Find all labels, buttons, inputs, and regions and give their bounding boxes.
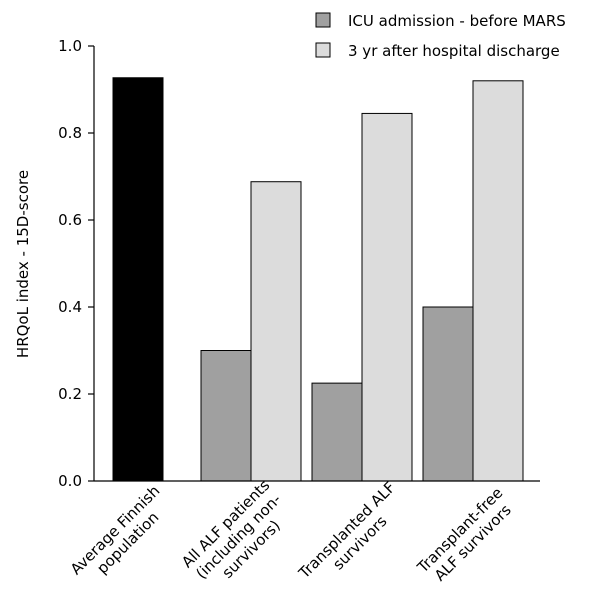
bar-before-mars-3: [422, 306, 474, 482]
bar-after-discharge-1: [250, 181, 302, 482]
bar-before-mars-2: [311, 382, 363, 482]
x-category-label: Transplant-freeALF survivors: [413, 484, 519, 590]
legend-label-after-discharge: 3 yr after hospital discharge: [348, 42, 560, 60]
y-tick-label: 1.0: [58, 37, 82, 55]
y-axis-title: HRQoL index - 15D-score: [14, 170, 32, 358]
legend-label-before-mars: ICU admission - before MARS: [348, 12, 566, 30]
bar-after-discharge-2: [361, 112, 413, 482]
bars: [112, 77, 524, 482]
x-category-label: Transplanted ALFsurvivors: [295, 478, 412, 595]
x-axis: Average Finnishpopulation All ALF patient…: [67, 476, 540, 597]
legend-swatch-before-mars: [315, 12, 331, 28]
y-tick-label: 0.2: [58, 385, 82, 403]
x-category-label: Average Finnishpopulation: [67, 482, 176, 591]
bar-after-discharge-3: [472, 80, 524, 482]
legend-swatch-after-discharge: [315, 42, 331, 58]
y-axis: 0.0 0.2 0.4 0.6 0.8 1.0: [58, 37, 95, 490]
bar-before-mars-1: [200, 350, 252, 482]
x-category-label: All ALF patients(including non-survivors…: [178, 476, 299, 597]
legend: ICU admission - before MARS 3 yr after ho…: [315, 12, 566, 60]
y-tick-label: 0.6: [58, 211, 82, 229]
bar-average-finnish-population: [112, 77, 164, 482]
y-tick-label: 0.8: [58, 124, 82, 142]
y-tick-label: 0.4: [58, 298, 82, 316]
y-tick-label: 0.0: [58, 472, 82, 490]
